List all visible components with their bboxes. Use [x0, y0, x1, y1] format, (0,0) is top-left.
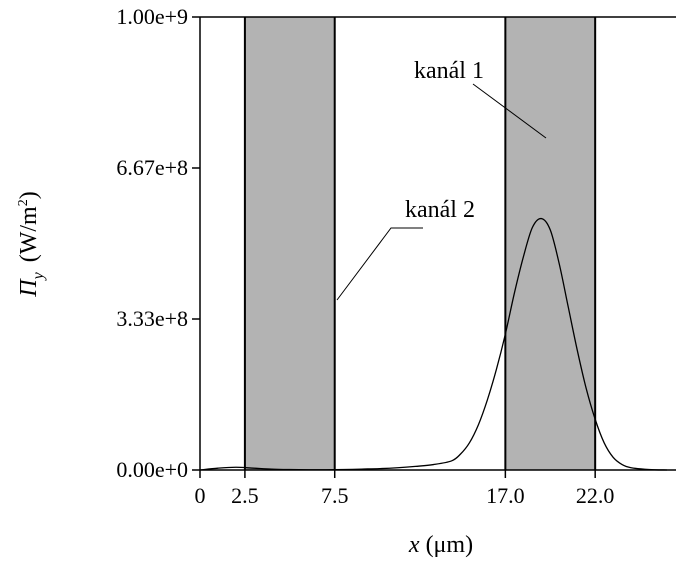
y-tick-label: 1.00e+9: [116, 4, 188, 29]
x-tick-label: 17.0: [486, 483, 525, 508]
y-tick-label: 3.33e+8: [116, 306, 188, 331]
channel-label: kanál 1: [414, 58, 484, 84]
y-tick-label: 0.00e+0: [116, 457, 188, 482]
channel-label: kanál 2: [405, 197, 475, 223]
tick-layer: 0.00e+0 3.33e+8 6.67e+8 1.00e+9 0 2.5 7.5 17.0 2…: [116, 4, 614, 508]
x-tick-label: 2.5: [231, 483, 259, 508]
leader-line: [336, 227, 423, 301]
channel-band-2: [505, 17, 596, 470]
annotation-layer: kanál 1 kanál 2: [336, 58, 547, 301]
y-axis-title: Πy(W/m2): [16, 191, 47, 297]
leader-line: [472, 83, 547, 139]
x-axis-title: x (μm): [408, 532, 473, 558]
x-tick-label: 22.0: [576, 483, 615, 508]
plot-frame: [199, 16, 676, 471]
channel-bands: [243, 17, 597, 470]
x-tick-label: 0: [195, 483, 206, 508]
x-tick-label: 7.5: [321, 483, 349, 508]
channel-band-1: [244, 17, 335, 470]
y-tick-label: 6.67e+8: [116, 155, 188, 180]
